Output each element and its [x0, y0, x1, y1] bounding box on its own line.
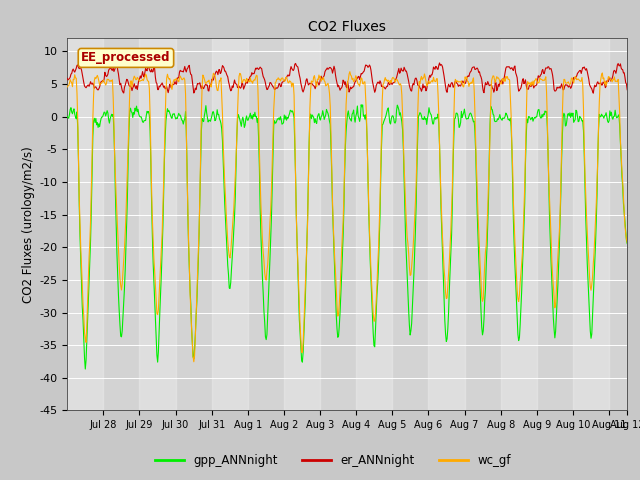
- Y-axis label: CO2 Fluxes (urology/m2/s): CO2 Fluxes (urology/m2/s): [22, 146, 35, 303]
- Bar: [500, 38, 537, 410]
- Title: CO2 Fluxes: CO2 Fluxes: [308, 21, 386, 35]
- Bar: [573, 38, 609, 410]
- Bar: [212, 38, 248, 410]
- Bar: [67, 38, 103, 410]
- Bar: [356, 38, 392, 410]
- Legend: gpp_ANNnight, er_ANNnight, wc_gf: gpp_ANNnight, er_ANNnight, wc_gf: [150, 449, 516, 472]
- Bar: [284, 38, 320, 410]
- Bar: [627, 38, 640, 410]
- Bar: [429, 38, 465, 410]
- Text: EE_processed: EE_processed: [81, 51, 171, 64]
- Bar: [140, 38, 175, 410]
